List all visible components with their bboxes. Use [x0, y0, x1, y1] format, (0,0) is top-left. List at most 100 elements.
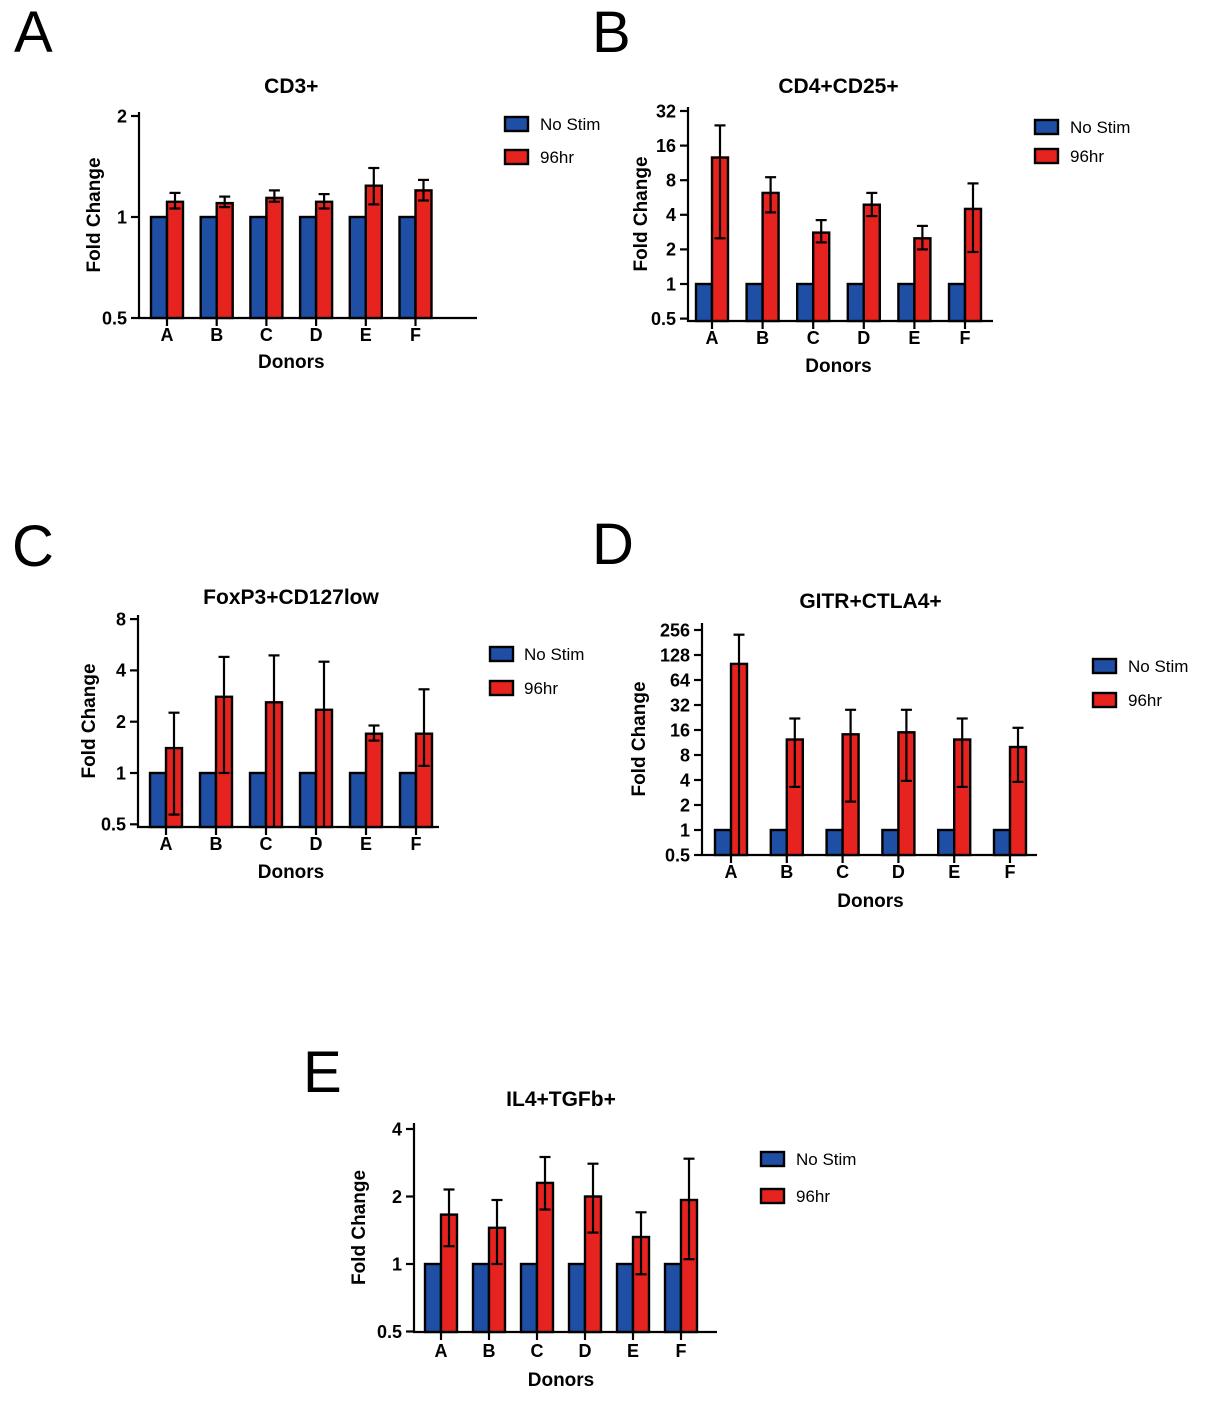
category-label: B [780, 862, 793, 882]
panel-letter-a: A [14, 0, 53, 65]
category-label: E [908, 328, 920, 348]
legend-label-no-stim: No Stim [524, 645, 584, 664]
bar-no-stim [198, 771, 218, 829]
y-tick-label: 1 [392, 1254, 402, 1274]
y-tick-label: 16 [670, 720, 690, 740]
x-axis-label: Donors [528, 1370, 595, 1391]
y-tick-label: 2 [392, 1187, 402, 1207]
bar-no-stim [846, 282, 865, 323]
y-axis-label: Fold Change [631, 156, 652, 271]
category-label: D [310, 325, 323, 345]
legend-label-no-stim: No Stim [796, 1150, 856, 1169]
x-axis-label: Donors [258, 352, 325, 373]
axes [136, 615, 439, 829]
y-tick-label: 64 [670, 670, 690, 690]
y-axis-label: Fold Change [349, 1170, 370, 1285]
bar-no-stim [567, 1262, 587, 1334]
legend-swatch-stim [503, 148, 530, 166]
bar-no-stim [423, 1262, 443, 1334]
y-tick-label: 0.5 [101, 815, 126, 835]
legend-label-stim: 96hr [1128, 691, 1162, 710]
y-tick-label: 8 [666, 171, 676, 191]
y-tick-label: 0.5 [665, 845, 690, 865]
category-label: A [161, 325, 174, 345]
x-axis-label: Donors [805, 356, 872, 377]
category-label: E [360, 834, 372, 854]
legend-label-stim: 96hr [796, 1187, 830, 1206]
panel-letter-b: B [592, 0, 631, 65]
category-label: C [260, 325, 273, 345]
chart-title: CD3+ [264, 75, 318, 98]
category-label: E [360, 325, 372, 345]
bar-no-stim [615, 1262, 635, 1334]
bar-96hr [811, 231, 831, 323]
bar-no-stim [248, 771, 268, 829]
category-label: B [210, 834, 223, 854]
chart-title: FoxP3+CD127low [203, 586, 379, 609]
bar-no-stim [947, 282, 967, 323]
legend-label-stim: 96hr [524, 679, 558, 698]
bar-no-stim [149, 215, 169, 320]
bar-96hr [364, 184, 383, 320]
bar-no-stim [298, 771, 318, 829]
legend-swatch-stim [759, 1187, 786, 1205]
chart-title: GITR+CTLA4+ [799, 590, 941, 613]
legend-label-no-stim: No Stim [1128, 657, 1188, 676]
legend-swatch-no-stim [759, 1150, 786, 1168]
legend-swatch-no-stim [503, 115, 530, 133]
legend-swatch-stim [1033, 147, 1060, 165]
y-tick-label: 4 [680, 770, 690, 790]
y-axis-label: Fold Change [79, 663, 100, 778]
panel-d-chart: GITR+CTLA4+ Fold Change Donors 0.5 1 2 4 8 16 32 6… [629, 590, 1188, 912]
legend-swatch-no-stim [488, 645, 515, 663]
y-tick-label: 8 [680, 745, 690, 765]
bar-96hr [414, 189, 433, 320]
y-tick-label: 4 [666, 205, 676, 225]
y-tick-label: 2 [680, 795, 690, 815]
y-tick-label: 32 [670, 695, 690, 715]
bar-no-stim [348, 215, 367, 320]
category-label: E [627, 1341, 639, 1361]
y-tick-label: 0.5 [102, 308, 127, 328]
bar-no-stim [897, 282, 916, 323]
legend-label-stim: 96hr [1070, 147, 1104, 166]
y-tick-label: 1 [116, 763, 126, 783]
y-tick-label: 0.5 [651, 309, 676, 329]
bar-no-stim [519, 1262, 539, 1334]
y-tick-label: 4 [392, 1119, 402, 1139]
y-tick-label: 2 [116, 712, 126, 732]
panel-c-chart: FoxP3+CD127low Fold Change Donors 0.5 1 2 4 8 A B… [79, 586, 584, 883]
panel-letter-e: E [303, 1040, 342, 1105]
y-tick-label: 256 [660, 620, 690, 640]
category-label: F [1005, 862, 1016, 882]
category-label: A [725, 862, 738, 882]
category-label: A [706, 328, 719, 348]
y-tick-label: 8 [116, 609, 126, 629]
bar-no-stim [471, 1262, 491, 1334]
bar-no-stim [298, 215, 318, 320]
legend-swatch-no-stim [1091, 657, 1118, 675]
category-label: C [807, 328, 820, 348]
bar-no-stim [745, 282, 764, 323]
y-axis-label: Fold Change [84, 157, 105, 272]
category-label: A [435, 1341, 448, 1361]
bar-no-stim [713, 828, 733, 857]
category-label: D [892, 862, 905, 882]
panel-a-chart: CD3+ Fold Change Donors 0.5 1 2 A B C D E F No Stim 9… [84, 75, 600, 373]
bar-96hr [913, 237, 932, 323]
panel-letter-c: C [12, 514, 54, 579]
x-axis-label: Donors [837, 891, 904, 912]
bar-no-stim [937, 828, 956, 857]
y-axis-label: Fold Change [629, 681, 650, 796]
panel-e-chart: IL4+TGFb+ Fold Change Donors 0.5 1 2 4 A B C D E F No… [349, 1088, 856, 1391]
category-label: B [756, 328, 769, 348]
bar-no-stim [348, 771, 368, 829]
category-label: C [531, 1341, 544, 1361]
category-label: F [960, 328, 971, 348]
category-label: B [483, 1341, 496, 1361]
bar-no-stim [199, 215, 218, 320]
bar-96hr [364, 732, 384, 829]
chart-title: IL4+TGFb+ [506, 1088, 616, 1111]
bar-no-stim [769, 828, 789, 857]
bar-no-stim [992, 828, 1012, 857]
